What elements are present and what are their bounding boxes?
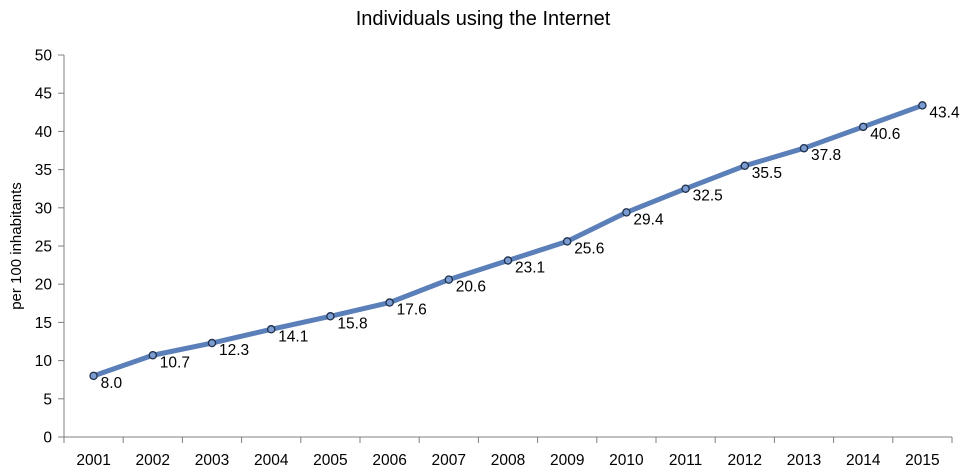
data-point [148,351,158,360]
y-tick-label: 10 [35,353,53,370]
series-line [91,102,925,379]
data-label: 32.5 [693,188,723,205]
chart-title: Individuals using the Internet [355,8,611,30]
y-tick-label: 0 [43,430,52,447]
y-tick-label: 45 [35,86,52,103]
x-tick-label: 2001 [76,452,110,469]
data-point [799,143,809,153]
data-point [622,208,631,217]
data-label: 29.4 [633,211,664,228]
axes: 0 5 10 15 20 25 30 35 40 45 50 2001 2002 2003 2004 2005… [35,48,953,469]
x-tick-label: 2008 [491,452,525,469]
y-axis-title: per 100 inhabitants [8,182,25,310]
data-label: 17.6 [397,302,427,319]
data-label: 15.8 [337,315,367,332]
data-label: 10.7 [160,354,190,371]
x-tick-label: 2009 [550,452,584,469]
x-tick-label: 2011 [669,452,702,469]
data-label: 25.6 [574,240,604,257]
data-point [266,325,276,334]
data-point [385,298,394,307]
data-label: 37.8 [811,147,841,164]
data-label: 23.1 [515,260,545,277]
x-tick-label: 2005 [313,452,347,469]
y-tick-label: 15 [35,315,52,332]
data-point [562,237,572,246]
x-tick-label: 2006 [372,452,406,469]
data-point [681,184,690,193]
data-point [207,338,217,348]
y-tick-label: 20 [35,277,53,294]
data-label: 20.6 [456,279,486,296]
series-layer [89,101,927,381]
y-tick-label: 40 [35,124,53,141]
x-tick-label: 2010 [609,452,644,469]
data-point [918,101,927,110]
x-tick-label: 2004 [254,452,289,469]
data-point [858,122,868,132]
data-point [503,256,513,265]
data-label: 40.6 [870,126,900,143]
data-label: 35.5 [752,165,782,182]
y-tick-label: 35 [35,162,52,179]
data-point [89,371,98,381]
y-tick-label: 50 [35,48,53,65]
data-labels: 8.0 10.7 12.3 14.1 15.8 17.6 20.6 23.1 25.6 29.4 3… [101,104,960,391]
data-label: 12.3 [219,342,249,359]
data-point [326,312,335,321]
x-tick-label: 2013 [787,452,821,469]
y-tick-label: 25 [35,239,52,256]
x-tick-label: 2003 [195,452,229,469]
data-label: 8.0 [101,375,123,392]
x-tick-label: 2002 [136,452,170,469]
data-point [740,161,750,171]
data-label: 43.4 [929,104,960,121]
x-tick-label: 2007 [432,452,466,469]
data-point [444,275,454,284]
x-tick-label: 2015 [905,452,939,469]
x-tick-label: 2014 [846,452,881,469]
y-tick-label: 5 [43,391,52,408]
x-tick-label: 2012 [728,452,762,469]
y-tick-label: 30 [35,200,53,217]
data-label: 14.1 [278,328,308,345]
